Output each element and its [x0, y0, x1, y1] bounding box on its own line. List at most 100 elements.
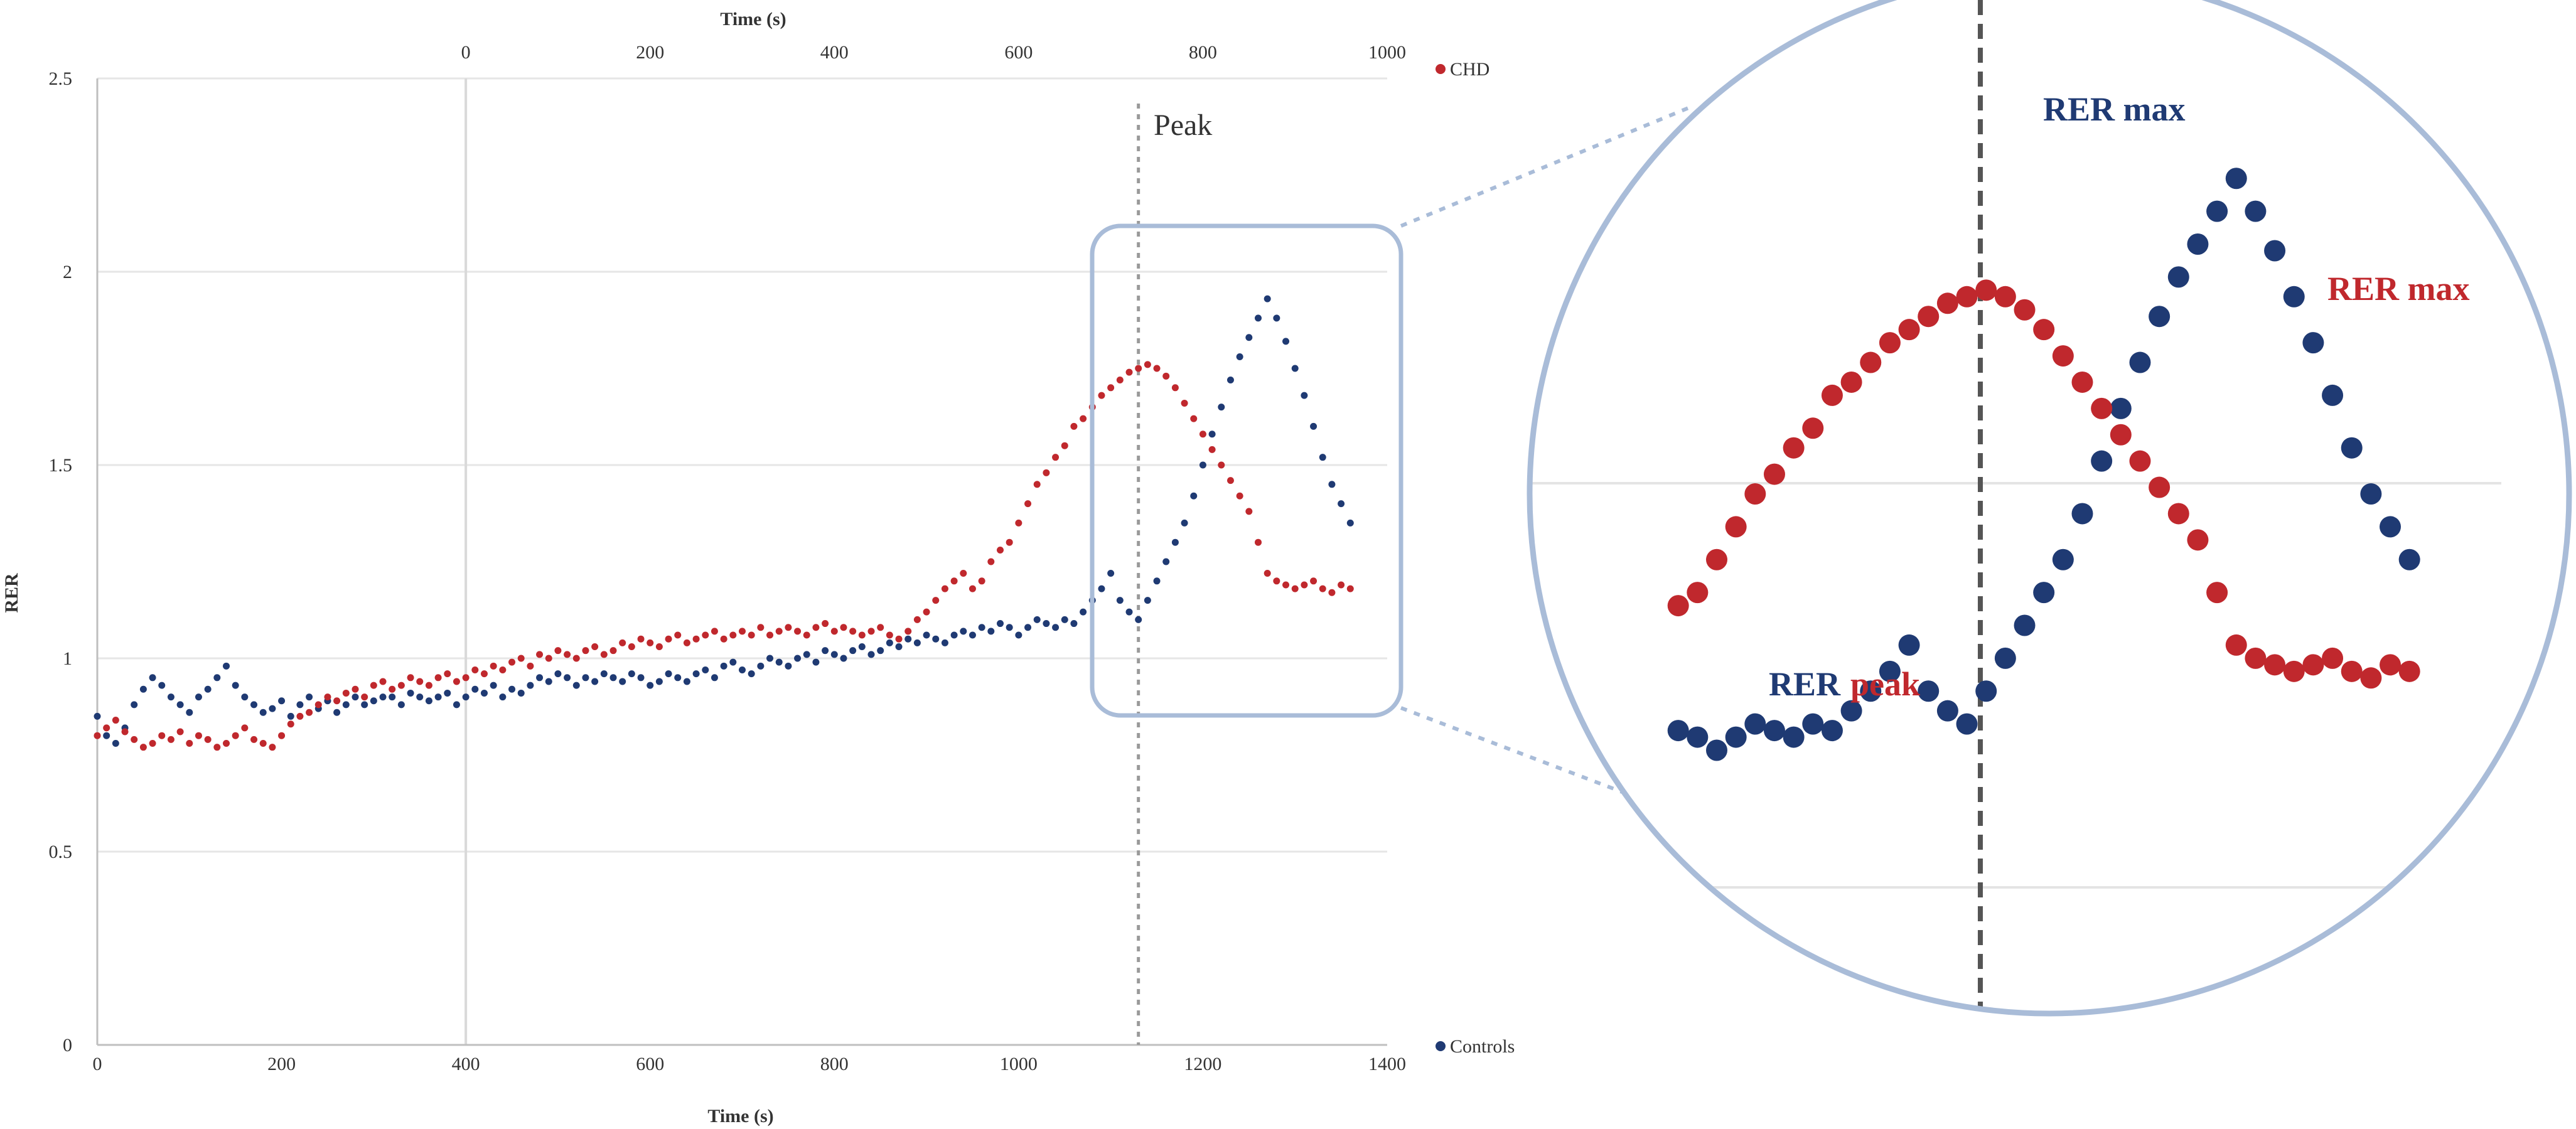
x-bottom-tick-label: 0	[93, 1054, 102, 1074]
chd-point	[471, 666, 479, 673]
chd-point	[223, 740, 230, 747]
chd-point	[978, 577, 985, 585]
controls-point	[950, 631, 958, 639]
chd-point	[1181, 399, 1188, 407]
chd-point	[139, 744, 147, 751]
zoom-chd-point	[2380, 654, 2402, 676]
chd-point	[1338, 581, 1345, 589]
series-controls	[94, 295, 1354, 747]
controls-point	[1125, 608, 1133, 616]
zoom-controls-point	[2071, 503, 2093, 525]
zoom-controls-point	[2149, 306, 2171, 328]
chd-point	[241, 724, 249, 732]
chd-point	[1226, 477, 1234, 484]
controls-point	[1190, 492, 1198, 500]
zoom-chd-point	[1802, 417, 1824, 439]
zoom-chd-point	[1860, 351, 1882, 373]
controls-point	[269, 705, 276, 712]
controls-point	[94, 712, 101, 720]
chd-point	[609, 647, 617, 655]
controls-point	[674, 674, 682, 682]
controls-point	[858, 643, 866, 651]
chd-point	[204, 736, 212, 743]
zoom-chd-point	[1763, 463, 1785, 485]
zoom-controls-point	[1783, 726, 1805, 748]
chd-point	[453, 678, 460, 685]
axes: 0 0.5 1 1.5 2 2.5 0 200 400 600 800 1000 1200 1400 0 20…	[49, 42, 1407, 1074]
chd-point	[1346, 585, 1354, 592]
chd-point	[822, 620, 829, 628]
chd-point	[1162, 372, 1170, 380]
zoom-controls-point	[1879, 660, 1901, 682]
controls-point	[702, 666, 709, 673]
zoom-chd-point	[2071, 371, 2093, 393]
chd-point	[692, 635, 700, 643]
y-axis-label: RER	[1, 573, 22, 613]
chd-point	[306, 709, 313, 716]
zoom-chd-point	[2302, 654, 2324, 676]
series-chd	[94, 361, 1354, 751]
controls-point	[527, 682, 534, 689]
chd-point	[895, 635, 903, 643]
zoom-chd-point	[2360, 667, 2382, 689]
y-tick-label: 0.5	[49, 842, 73, 862]
zoom-controls-point	[2167, 266, 2189, 288]
chd-point	[269, 744, 276, 751]
chd-point	[1208, 446, 1216, 453]
chd-point	[333, 697, 341, 705]
controls-point	[923, 631, 930, 639]
controls-point	[1144, 597, 1151, 604]
x-bottom-tick-label: 400	[452, 1054, 480, 1074]
controls-point	[720, 662, 727, 670]
chd-point	[877, 624, 884, 631]
controls-point	[849, 647, 857, 655]
legend-chd-label: CHD	[1450, 59, 1489, 80]
zoom-chd-point	[2033, 319, 2055, 341]
zoom-controls-point	[2052, 548, 2074, 570]
controls-point	[757, 662, 765, 670]
zoom-chd-point	[2206, 582, 2228, 604]
zoom-chd-point	[1725, 516, 1747, 538]
chd-point	[1291, 585, 1299, 592]
chd-point	[1006, 538, 1013, 546]
chd-point	[1301, 581, 1308, 589]
controls-point	[683, 678, 690, 685]
chd-point	[103, 724, 110, 732]
zoom-controls-point	[2360, 483, 2382, 505]
chd-point	[572, 655, 580, 662]
controls-point	[1245, 334, 1253, 341]
chd-point	[766, 631, 774, 639]
legend-chd-marker	[1436, 64, 1446, 74]
zoom-rer-max-chd: RER max	[2327, 270, 2470, 308]
controls-point	[978, 624, 985, 631]
chd-point	[1273, 577, 1280, 585]
controls-point	[517, 689, 525, 697]
x-top-tick-label: 200	[636, 42, 664, 63]
chd-point	[158, 732, 166, 739]
controls-point	[1208, 431, 1216, 438]
controls-point	[1328, 481, 1336, 488]
zoom-chd-point	[1783, 437, 1805, 459]
chd-point	[794, 628, 802, 635]
controls-point	[822, 647, 829, 655]
zoom-controls-point	[2283, 286, 2305, 308]
chd-point	[1282, 581, 1290, 589]
chd-point	[674, 631, 682, 639]
zoom-controls-point	[2225, 168, 2247, 190]
chd-point	[545, 655, 552, 662]
controls-point	[1264, 295, 1271, 302]
chd-point	[314, 701, 322, 709]
controls-point	[167, 693, 174, 701]
chd-point	[1033, 481, 1041, 488]
controls-point	[1181, 519, 1188, 527]
x-top-tick-label: 600	[1004, 42, 1033, 63]
zoom-chd-point	[2187, 529, 2209, 551]
chd-point	[361, 693, 368, 701]
zoom-controls-point	[1821, 720, 1843, 742]
controls-point	[748, 670, 755, 678]
chd-point	[637, 635, 645, 643]
zoom-chd-point	[1687, 582, 1709, 604]
zoom-selection-box	[1090, 223, 1403, 718]
controls-point	[545, 678, 552, 685]
chd-point	[167, 736, 174, 743]
